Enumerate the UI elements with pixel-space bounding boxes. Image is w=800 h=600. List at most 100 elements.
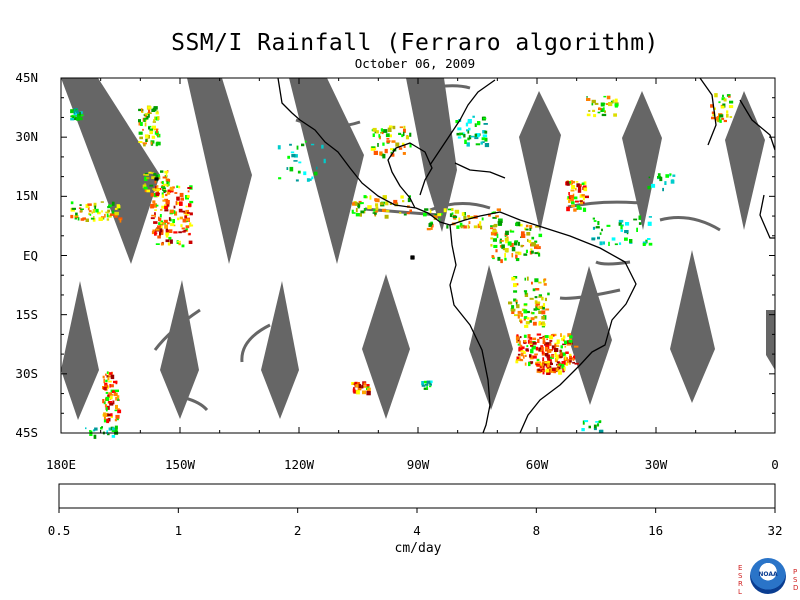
rainfall-cell	[429, 385, 432, 388]
rainfall-cell	[388, 125, 393, 128]
rainfall-cell	[154, 213, 156, 218]
rainfall-cell	[393, 199, 398, 204]
rainfall-cell	[141, 108, 143, 112]
rainfall-cell	[523, 309, 528, 314]
rainfall-cell	[544, 297, 547, 302]
rainfall-cell	[495, 215, 499, 218]
rainfall-cell	[151, 135, 156, 139]
rainfall-cell	[169, 218, 172, 222]
rainfall-cell	[109, 394, 114, 396]
rainfall-cell	[519, 358, 522, 361]
rainfall-cell	[144, 172, 148, 175]
rainfall-cell	[116, 395, 120, 399]
rainfall-cell	[516, 338, 519, 343]
rainfall-cell	[523, 290, 528, 293]
rainfall-cell	[608, 241, 610, 246]
rainfall-cell	[90, 430, 93, 435]
rainfall-cell	[277, 145, 281, 150]
rainfall-cell	[366, 391, 371, 396]
rainfall-cell	[526, 345, 529, 348]
rainfall-cell	[562, 339, 565, 342]
rainfall-cell	[544, 335, 549, 338]
rainfall-cell	[551, 354, 554, 358]
rainfall-cell	[542, 371, 545, 375]
rainfall-cell	[464, 139, 467, 144]
rainfall-cell	[372, 127, 377, 132]
rainfall-cell	[536, 333, 542, 336]
rainfall-cell	[149, 184, 154, 187]
coastline	[454, 162, 506, 179]
rainfall-cell	[186, 195, 190, 198]
rainfall-cell	[174, 211, 178, 216]
rainfall-cell	[519, 223, 523, 227]
rainfall-cell	[517, 314, 520, 319]
rainfall-cell	[375, 203, 379, 207]
rainfall-cell	[379, 151, 383, 156]
rainfall-cell	[298, 161, 302, 164]
rainfall-cell	[544, 342, 549, 346]
rainfall-cell	[405, 135, 409, 140]
rainfall-cell	[390, 153, 395, 157]
rainfall-cell	[598, 107, 601, 110]
rainfall-cell	[561, 361, 566, 365]
colorbar-tick-label: 8	[532, 523, 541, 538]
rainfall-cell	[159, 217, 162, 222]
colorbar-unit: cm/day	[394, 541, 442, 556]
rainfall-cell	[178, 242, 181, 246]
rainfall-cell	[116, 204, 120, 209]
rainfall-cell	[480, 225, 483, 230]
rainfall-cell	[542, 303, 546, 307]
coastline	[739, 99, 776, 151]
rainfall-cell	[166, 203, 170, 207]
rainfall-cell	[463, 216, 467, 221]
rainfall-cell	[426, 380, 431, 384]
rainfall-cell	[188, 232, 191, 236]
rainfall-cell	[166, 181, 168, 185]
rainfall-cell	[575, 187, 577, 191]
rainfall-cell	[541, 364, 544, 369]
rainfall-cell	[295, 179, 299, 182]
rainfall-cell	[355, 213, 361, 217]
rainfall-cell	[145, 139, 148, 142]
rainfall-cell	[138, 141, 143, 143]
rainfall-cell	[154, 231, 157, 236]
rainfall-cell	[189, 212, 193, 216]
rainfall-cell	[726, 94, 731, 97]
rainfall-cell	[534, 296, 538, 299]
rainfall-cell	[529, 319, 532, 323]
rainfall-cell	[78, 112, 81, 116]
noaa-logo-icon	[750, 558, 786, 594]
rainfall-cell	[104, 404, 107, 408]
rainfall-cell	[403, 145, 406, 148]
rainfall-cell	[384, 148, 388, 154]
rainfall-cell	[549, 343, 552, 346]
rainfall-cell	[721, 97, 726, 101]
rainfall-cell	[534, 246, 538, 249]
rainfall-cell	[588, 425, 591, 429]
rainfall-cell	[482, 130, 486, 134]
rainfall-cell	[484, 143, 490, 148]
rainfall-cell	[394, 202, 399, 207]
rainfall-cell	[103, 413, 108, 417]
satellite-data-gaps	[61, 78, 775, 420]
rainfall-cell	[105, 211, 110, 214]
rainfall-cell	[92, 209, 95, 213]
rainfall-cell	[165, 200, 170, 205]
rainfall-cell	[70, 117, 75, 121]
rainfall-cell	[150, 172, 154, 174]
rainfall-cell	[597, 221, 600, 226]
rainfall-cell	[597, 111, 601, 114]
rainfall-cell	[166, 222, 170, 225]
rainfall-cell	[152, 188, 156, 190]
rainfall-cell	[578, 183, 582, 187]
rainfall-cell	[142, 184, 147, 189]
data-gap-swath	[670, 250, 715, 403]
rainfall-cell	[496, 233, 499, 239]
rainfall-cell	[110, 374, 115, 380]
rainfall-cell	[629, 239, 633, 243]
rainfall-cell	[143, 173, 146, 176]
rainfall-cell	[164, 170, 169, 174]
rainfall-cell	[463, 225, 467, 229]
rainfall-cell	[456, 132, 461, 136]
rainfall-cell	[657, 173, 661, 177]
